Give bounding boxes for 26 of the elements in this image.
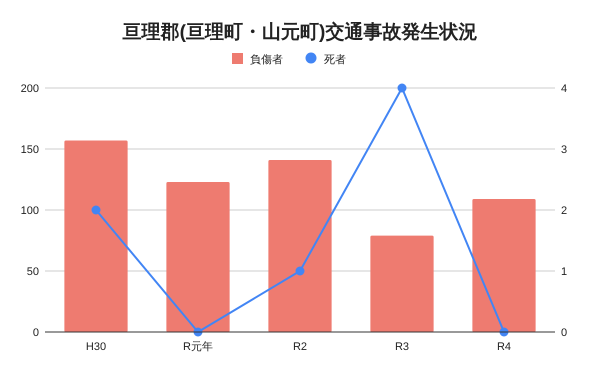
y2-tick-label: 3	[561, 144, 568, 156]
y2-tick-label: 2	[561, 205, 568, 217]
x-tick-label: R2	[292, 341, 308, 353]
y2-tick-label: 1	[561, 266, 568, 278]
legend-label: 負傷者	[250, 53, 283, 66]
point	[92, 206, 100, 214]
bar	[472, 199, 536, 332]
chart-title: 亘理郡(亘理町・山元町)交通事故発生状況	[122, 21, 478, 43]
bar	[370, 236, 434, 332]
legend-label: 死者	[324, 53, 346, 66]
x-tick-label: H30	[86, 341, 106, 353]
y2-tick-label: 4	[561, 83, 568, 95]
bar	[64, 140, 128, 332]
x-tick-label: R4	[496, 341, 512, 353]
y-tick-label: 100	[20, 205, 39, 217]
bar	[268, 160, 332, 332]
y-tick-label: 200	[20, 83, 39, 95]
y-tick-label: 0	[32, 327, 39, 339]
bar	[166, 182, 230, 332]
x-tick-label: R3	[394, 341, 410, 353]
point	[398, 84, 406, 92]
y2-tick-label: 0	[561, 327, 568, 339]
y-tick-label: 50	[26, 266, 39, 278]
point	[296, 266, 304, 276]
x-tick-label: R元年	[183, 341, 213, 353]
y-tick-label: 150	[20, 144, 39, 156]
